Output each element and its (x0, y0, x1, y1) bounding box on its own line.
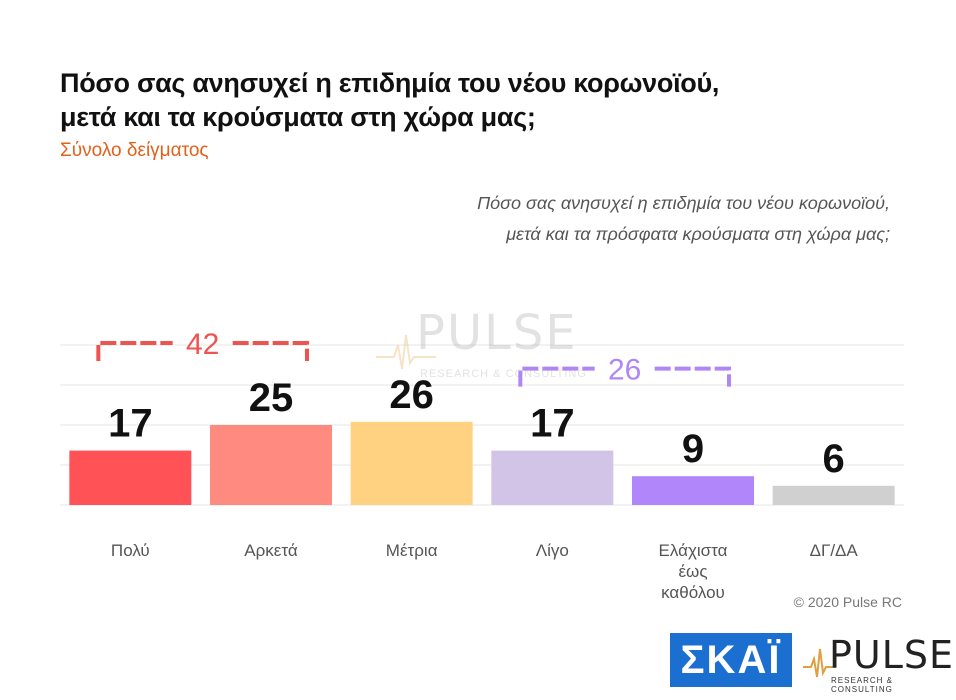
copyright-text: © 2020 Pulse RC (793, 594, 902, 610)
pulse-logo: PULSE RESEARCH & CONSULTING (803, 633, 953, 694)
group-label: 26 (608, 354, 641, 387)
category-label: καθόλου (661, 583, 725, 602)
question-line-2: μετά και τα πρόσφατα κρούσματα στη χώρα … (506, 224, 890, 244)
category-label: Λίγο (536, 541, 569, 560)
category-label: Ελάχιστα (659, 541, 728, 560)
bar (772, 485, 895, 505)
question-text: Πόσο σας ανησυχεί η επιδημία του νέου κο… (420, 188, 890, 250)
group-bracket (518, 366, 731, 387)
bar (632, 476, 754, 505)
category-label: Μέτρια (386, 541, 438, 560)
pulse-logo-subtitle: RESEARCH & CONSULTING (831, 676, 894, 694)
category-label: Πολύ (111, 541, 150, 560)
bar (350, 421, 473, 505)
question-line-1: Πόσο σας ανησυχεί η επιδημία του νέου κο… (477, 193, 890, 213)
data-label: 9 (682, 427, 704, 471)
bar (210, 425, 332, 505)
category-label: ΔΓ/ΔΑ (810, 541, 859, 560)
data-label: 17 (530, 402, 575, 446)
data-label: 25 (249, 376, 294, 420)
bar (69, 450, 192, 505)
pulse-wave-icon (803, 648, 833, 678)
chart-subtitle: Σύνολο δείγματος (60, 140, 209, 161)
category-label: Αρκετά (244, 541, 298, 560)
category-label: έως (678, 562, 707, 581)
chart-title-line-2: μετά και τα κρούσματα στη χώρα μας; (60, 102, 536, 132)
group-bracket (96, 341, 309, 361)
bar (491, 450, 614, 505)
group-label: 42 (186, 328, 219, 361)
data-label: 26 (389, 373, 434, 417)
skai-logo: ΣΚΑΪ (670, 633, 792, 687)
chart-title-line-1: Πόσο σας ανησυχεί η επιδημία του νέου κο… (60, 68, 720, 98)
chart-title: Πόσο σας ανησυχεί η επιδημία του νέου κο… (60, 66, 780, 134)
data-label: 17 (108, 402, 153, 446)
data-label: 6 (823, 437, 845, 481)
pulse-logo-name: PULSE (829, 633, 955, 677)
